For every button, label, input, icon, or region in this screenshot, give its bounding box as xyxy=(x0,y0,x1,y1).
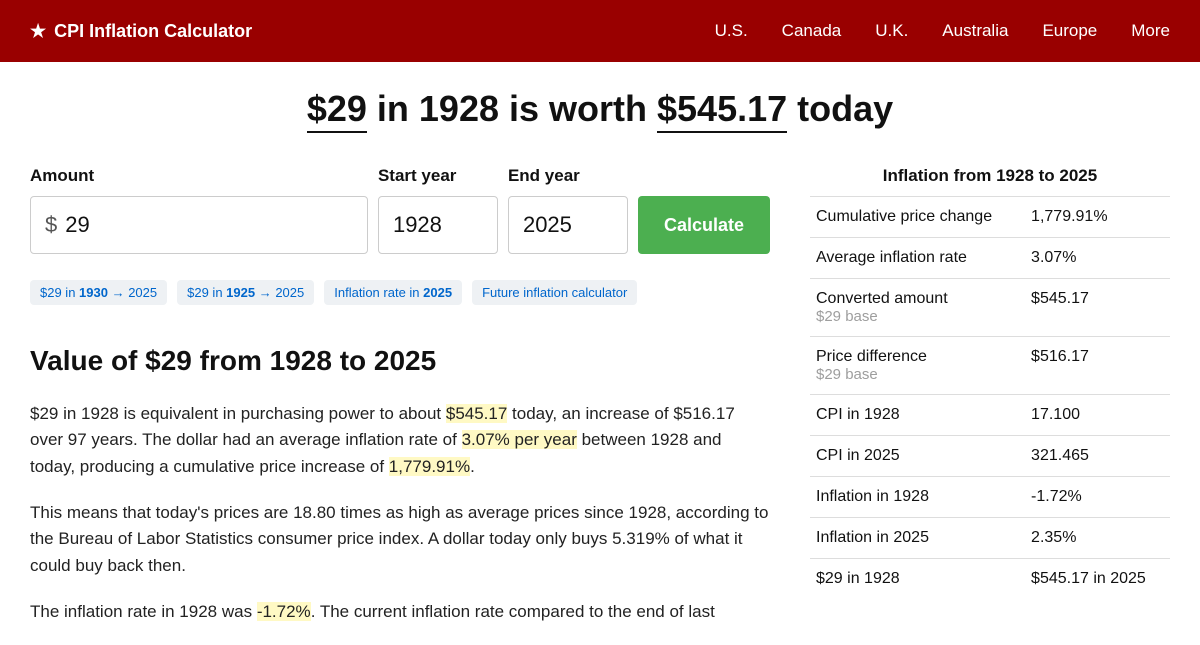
nav-australia[interactable]: Australia xyxy=(942,21,1008,41)
table-row: CPI in 2025321.465 xyxy=(810,436,1170,477)
paragraph-3: The inflation rate in 1928 was -1.72%. T… xyxy=(30,599,770,625)
side-table: Cumulative price change1,779.91%Average … xyxy=(810,196,1170,599)
table-row: CPI in 192817.100 xyxy=(810,395,1170,436)
chip-1925[interactable]: $29 in 1925 → 2025 xyxy=(177,280,314,305)
side-table-title: Inflation from 1928 to 2025 xyxy=(810,166,1170,186)
table-row: Average inflation rate3.07% xyxy=(810,238,1170,279)
start-year-label: Start year xyxy=(378,166,498,186)
page-title: $29 in 1928 is worth $545.17 today xyxy=(30,88,1170,130)
start-year-input[interactable]: 1928 xyxy=(378,196,498,254)
end-year-label: End year xyxy=(508,166,628,186)
suggestion-chips: $29 in 1930 → 2025 $29 in 1925 → 2025 In… xyxy=(30,280,770,305)
amount-input[interactable]: $ 29 xyxy=(30,196,368,254)
nav-canada[interactable]: Canada xyxy=(782,21,842,41)
logo[interactable]: ★ CPI Inflation Calculator xyxy=(30,21,252,42)
nav-more[interactable]: More xyxy=(1131,21,1170,41)
nav-europe[interactable]: Europe xyxy=(1042,21,1097,41)
table-row: $29 in 1928$545.17 in 2025 xyxy=(810,559,1170,600)
paragraph-1: $29 in 1928 is equivalent in purchasing … xyxy=(30,401,770,480)
chip-1930[interactable]: $29 in 1930 → 2025 xyxy=(30,280,167,305)
calculator-form: Amount $ 29 Start year 1928 End year 202… xyxy=(30,166,770,254)
headline-result: $545.17 xyxy=(657,88,787,133)
table-row: Inflation in 1928-1.72% xyxy=(810,477,1170,518)
table-row: Cumulative price change1,779.91% xyxy=(810,197,1170,238)
end-year-input[interactable]: 2025 xyxy=(508,196,628,254)
table-row: Inflation in 20252.35% xyxy=(810,518,1170,559)
calculate-button[interactable]: Calculate xyxy=(638,196,770,254)
chip-future[interactable]: Future inflation calculator xyxy=(472,280,637,305)
header: ★ CPI Inflation Calculator U.S. Canada U… xyxy=(0,0,1200,62)
logo-text: CPI Inflation Calculator xyxy=(54,21,252,42)
dollar-icon: $ xyxy=(45,212,57,238)
table-row: Converted amount$29 base$545.17 xyxy=(810,279,1170,337)
nav-uk[interactable]: U.K. xyxy=(875,21,908,41)
paragraph-2: This means that today's prices are 18.80… xyxy=(30,500,770,579)
table-row: Price difference$29 base$516.17 xyxy=(810,337,1170,395)
star-icon: ★ xyxy=(30,21,46,42)
section-heading: Value of $29 from 1928 to 2025 xyxy=(30,345,770,377)
chip-rate-2025[interactable]: Inflation rate in 2025 xyxy=(324,280,462,305)
amount-label: Amount xyxy=(30,166,368,186)
headline-amount: $29 xyxy=(307,88,367,133)
nav-us[interactable]: U.S. xyxy=(715,21,748,41)
nav: U.S. Canada U.K. Australia Europe More xyxy=(715,21,1170,41)
